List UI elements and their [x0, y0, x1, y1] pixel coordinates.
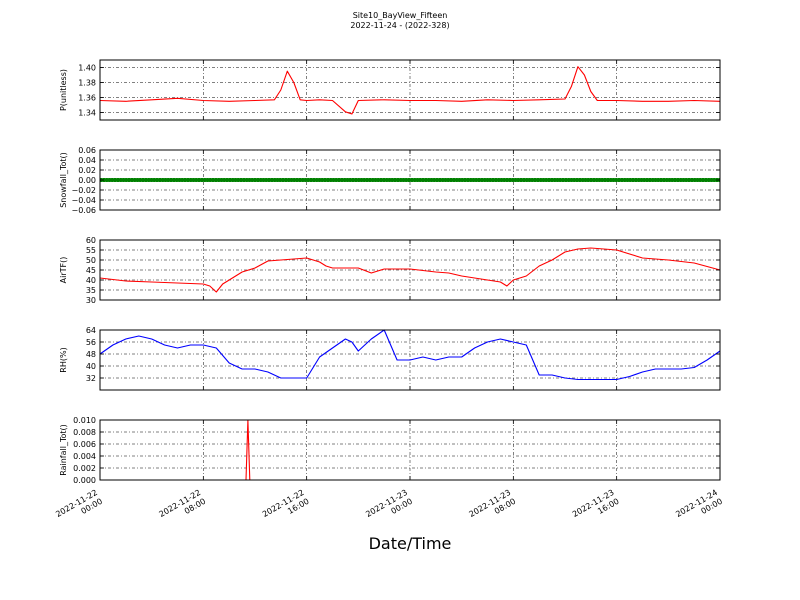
chart-subtitle: 2022-11-24 - (2022-328)	[350, 21, 450, 30]
y-tick-label: 40	[86, 362, 96, 371]
y-tick-label: 40	[86, 276, 96, 285]
chart-title: Site10_BayView_Fifteen	[352, 11, 448, 20]
y-tick-label: 0.04	[78, 156, 96, 165]
y-axis-label-3: AirTF()	[59, 257, 68, 284]
y-tick-label: 55	[86, 246, 96, 255]
y-axis-label-2: Snowfall_Tot()	[59, 152, 68, 208]
x-axis-title: Date/Time	[368, 534, 452, 553]
y-tick-label: 1.38	[78, 79, 96, 88]
y-tick-label: 0.006	[73, 440, 96, 449]
y-tick-label: 1.36	[78, 94, 96, 103]
y-tick-label: 45	[86, 266, 96, 275]
y-tick-label: 56	[86, 338, 96, 347]
y-tick-label: 0.002	[73, 464, 96, 473]
x-tick-label: 2022-11-2316:00	[571, 488, 621, 528]
y-tick-label: 0.00	[78, 176, 96, 185]
y-tick-label: −0.02	[71, 186, 96, 195]
y-tick-label: 1.40	[78, 64, 96, 73]
y-tick-label: 0.000	[73, 476, 96, 485]
y-axis-label-5: Rainfall_Tot()	[59, 424, 68, 476]
y-tick-label: 0.010	[73, 416, 96, 425]
y-tick-label: −0.06	[71, 206, 96, 215]
y-tick-label: 60	[86, 236, 96, 245]
x-tick-label: 2022-11-2300:00	[364, 488, 414, 528]
series-line-1	[99, 66, 721, 115]
series-line-3	[99, 247, 721, 293]
x-tick-label: 2022-11-2200:00	[54, 488, 104, 528]
y-tick-label: 1.34	[78, 109, 96, 118]
y-axis-label-1: P(unitless)	[59, 69, 68, 111]
y-tick-label: −0.04	[71, 196, 96, 205]
x-tick-label: 2022-11-2308:00	[468, 488, 518, 528]
y-tick-label: 0.008	[73, 428, 96, 437]
y-tick-label: 30	[86, 296, 96, 305]
y-tick-label: 64	[86, 326, 96, 335]
y-tick-label: 0.02	[78, 166, 96, 175]
y-axis-label-4: RH(%)	[59, 347, 68, 372]
x-tick-label: 2022-11-2216:00	[261, 488, 311, 528]
x-tick-label: 2022-11-2208:00	[158, 488, 208, 528]
y-tick-label: 0.06	[78, 146, 96, 155]
y-tick-label: 50	[86, 256, 96, 265]
series-line-4	[99, 329, 721, 381]
x-tick-label: 2022-11-2400:00	[674, 488, 724, 528]
y-tick-label: 35	[86, 286, 96, 295]
y-tick-label: 48	[86, 350, 96, 359]
y-tick-label: 0.004	[73, 452, 96, 461]
y-tick-label: 32	[86, 374, 96, 383]
